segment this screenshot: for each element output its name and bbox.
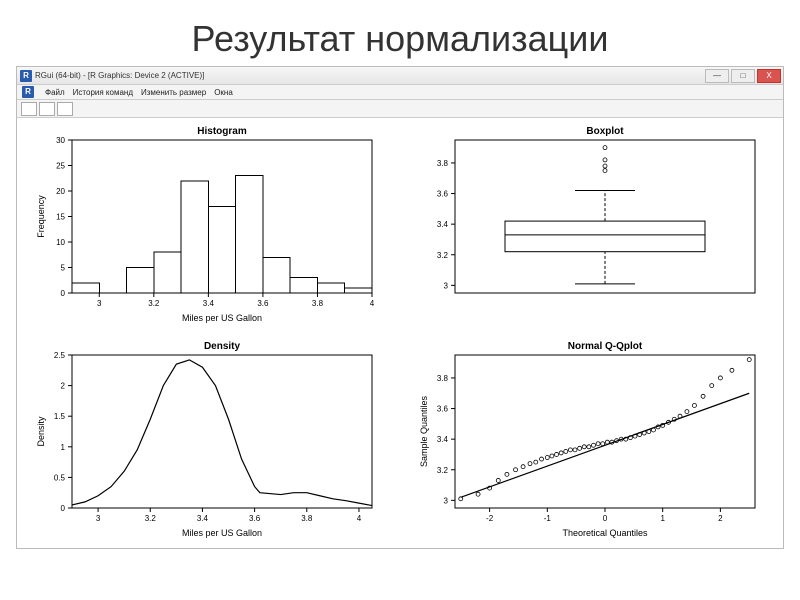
svg-text:1: 1: [660, 514, 665, 523]
svg-text:Density: Density: [36, 416, 46, 447]
svg-text:4: 4: [370, 299, 375, 308]
menu-resize[interactable]: Изменить размер: [141, 88, 206, 97]
svg-text:Theoretical Quantiles: Theoretical Quantiles: [562, 528, 648, 538]
svg-text:Normal Q-Qplot: Normal Q-Qplot: [568, 341, 643, 352]
svg-text:Density: Density: [204, 341, 241, 352]
svg-text:3.6: 3.6: [437, 190, 449, 199]
menu-file[interactable]: Файл: [45, 88, 65, 97]
svg-text:4: 4: [357, 514, 362, 523]
svg-text:0: 0: [603, 514, 608, 523]
boxplot-panel: 3 3.2 3.4 3.6 3.8 Boxplot: [400, 118, 783, 333]
menu-windows[interactable]: Окна: [214, 88, 233, 97]
histogram-panel: 3 3.2 3.4 3.6 3.8 4 0 5 10 15 20 25 30 Histogram Miles…: [17, 118, 400, 333]
density-panel: 3 3.2 3.4 3.6 3.8 4 0 0.5 1 1.5 2 2.5 Density Miles p…: [17, 333, 400, 548]
svg-text:-1: -1: [544, 514, 552, 523]
svg-text:3: 3: [97, 299, 102, 308]
svg-text:Miles per US Gallon: Miles per US Gallon: [182, 528, 262, 538]
svg-text:3.4: 3.4: [437, 220, 449, 229]
svg-text:3.8: 3.8: [437, 159, 449, 168]
svg-text:3.6: 3.6: [249, 514, 261, 523]
svg-text:Sample Quantiles: Sample Quantiles: [419, 395, 429, 467]
svg-text:30: 30: [56, 136, 65, 145]
svg-text:3.2: 3.2: [437, 251, 449, 260]
svg-text:0.5: 0.5: [54, 473, 66, 482]
slide-title: Результат нормализации: [0, 0, 800, 66]
close-button[interactable]: X: [757, 69, 781, 83]
svg-text:20: 20: [56, 187, 65, 196]
minimize-button[interactable]: —: [705, 69, 729, 83]
toolbar-button-3[interactable]: [57, 102, 73, 116]
svg-text:1: 1: [61, 443, 66, 452]
svg-text:3.4: 3.4: [437, 435, 449, 444]
svg-text:3.2: 3.2: [437, 466, 449, 475]
svg-text:2: 2: [718, 514, 723, 523]
toolbar-button-1[interactable]: [21, 102, 37, 116]
svg-text:-2: -2: [486, 514, 494, 523]
svg-text:0: 0: [61, 504, 66, 513]
svg-text:3.6: 3.6: [257, 299, 269, 308]
svg-text:Miles per US Gallon: Miles per US Gallon: [182, 313, 262, 323]
maximize-button[interactable]: □: [731, 69, 755, 83]
svg-text:3.4: 3.4: [203, 299, 215, 308]
r-logo-icon: R: [20, 70, 32, 82]
svg-text:10: 10: [56, 238, 65, 247]
svg-text:2: 2: [61, 382, 66, 391]
titlebar[interactable]: R RGui (64-bit) - [R Graphics: Device 2 …: [17, 67, 783, 85]
svg-text:3.6: 3.6: [437, 405, 449, 414]
toolbar: [17, 100, 783, 118]
r-logo-icon: R: [22, 86, 34, 98]
svg-text:1.5: 1.5: [54, 412, 66, 421]
svg-text:Boxplot: Boxplot: [586, 126, 624, 137]
svg-text:3: 3: [96, 514, 101, 523]
svg-text:25: 25: [56, 162, 65, 171]
svg-text:15: 15: [56, 213, 65, 222]
svg-text:5: 5: [61, 264, 66, 273]
plot-grid: 33.23.43.63.84051015202530HistogramMiles…: [17, 118, 783, 548]
svg-text:3: 3: [444, 496, 449, 505]
svg-text:3.2: 3.2: [145, 514, 157, 523]
svg-text:3: 3: [444, 281, 449, 290]
qqplot-panel: -2 -1 0 1 2 3 3.2 3.4 3.6 3.8 Normal Q-Qplot Theore…: [400, 333, 783, 548]
window-title: RGui (64-bit) - [R Graphics: Device 2 (A…: [35, 71, 204, 80]
menubar: R Файл История команд Изменить размер Ок…: [17, 85, 783, 100]
svg-text:2.5: 2.5: [54, 351, 66, 360]
svg-text:3.4: 3.4: [197, 514, 209, 523]
r-graphics-window: R RGui (64-bit) - [R Graphics: Device 2 …: [16, 66, 784, 549]
toolbar-button-2[interactable]: [39, 102, 55, 116]
svg-text:Histogram: Histogram: [197, 126, 247, 137]
svg-text:3.8: 3.8: [437, 374, 449, 383]
svg-text:3.8: 3.8: [301, 514, 313, 523]
svg-text:0: 0: [61, 289, 66, 298]
svg-text:3.2: 3.2: [148, 299, 160, 308]
svg-text:Frequency: Frequency: [36, 195, 46, 238]
svg-text:3.8: 3.8: [312, 299, 324, 308]
menu-history[interactable]: История команд: [73, 88, 133, 97]
